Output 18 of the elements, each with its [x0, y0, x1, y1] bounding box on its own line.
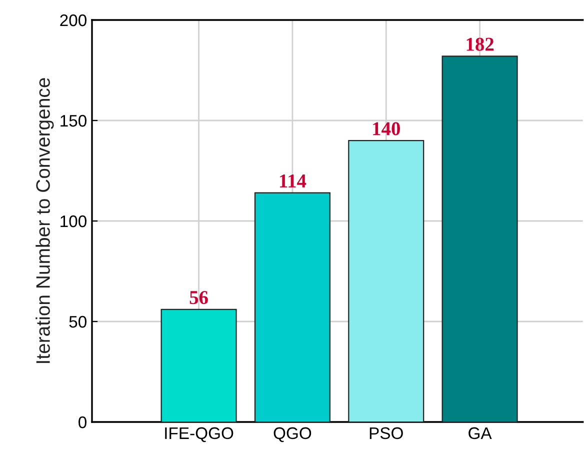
y-tick-label: 50 [69, 316, 86, 328]
bar [348, 140, 424, 422]
data-label: 56 [190, 291, 208, 304]
x-tick-label: GA [468, 427, 492, 440]
y-tick-label: 200 [60, 14, 86, 26]
bar [442, 56, 518, 422]
bar [160, 308, 237, 422]
data-label: 114 [280, 174, 306, 188]
data-label: 182 [466, 38, 494, 51]
y-tick-label: 150 [60, 114, 86, 127]
y-tick-label: 0 [78, 416, 86, 428]
data-label: 140 [373, 122, 400, 136]
x-tick-label: IFE-QGO [165, 427, 234, 442]
x-tick-label: PSO [370, 427, 403, 440]
y-axis-title: Iteration Number to Convergence [36, 78, 54, 363]
bar [254, 192, 330, 422]
y-tick-label: 100 [60, 215, 86, 228]
x-tick-label: QGO [274, 427, 312, 442]
